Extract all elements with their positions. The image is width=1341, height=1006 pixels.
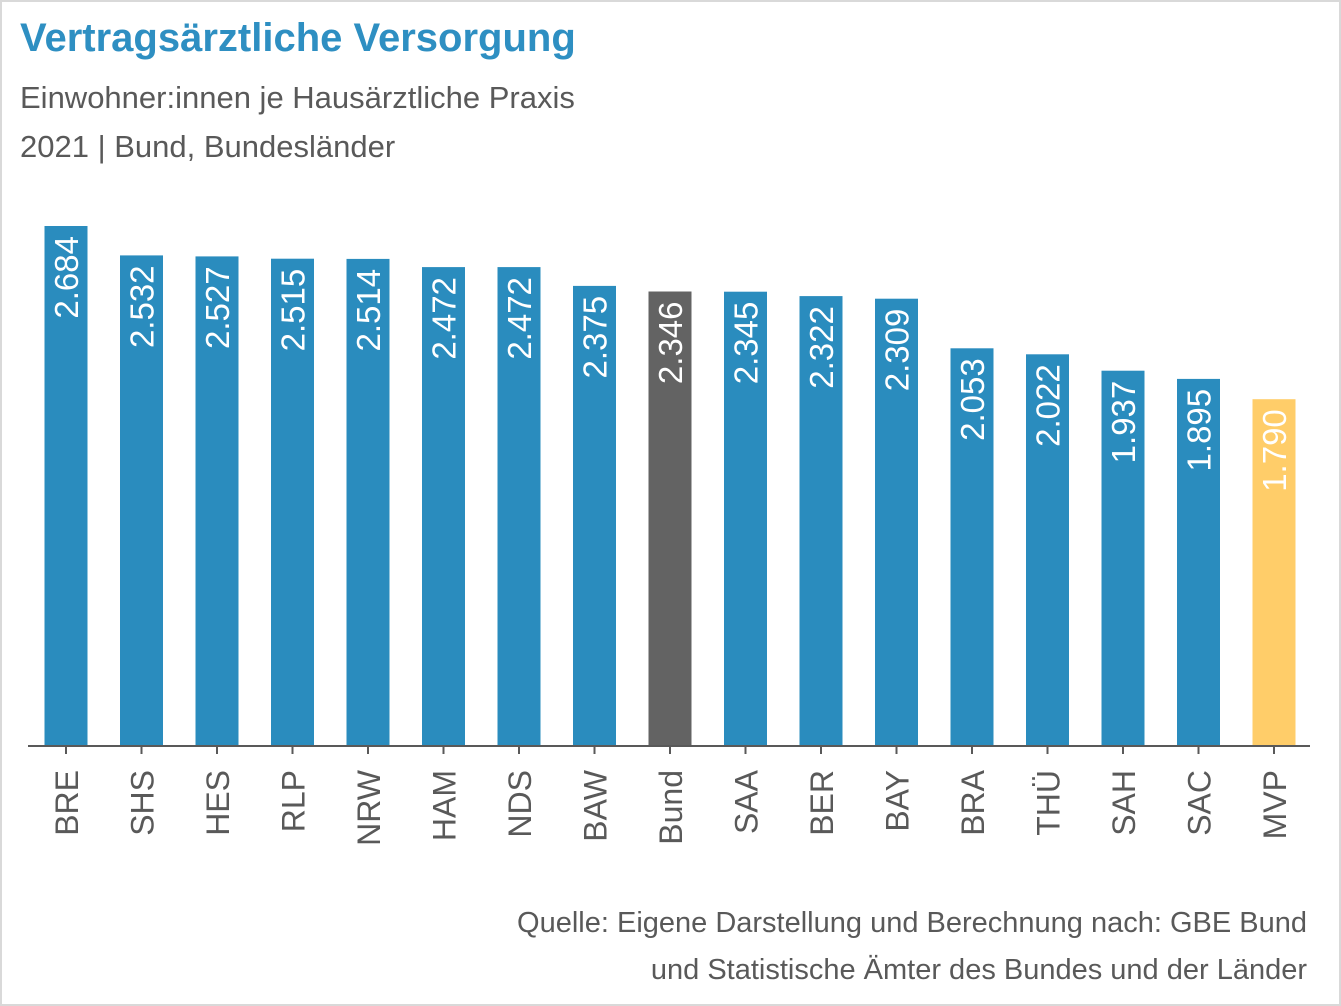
chart-title: Vertragsärztliche Versorgung [20,16,576,60]
bar-value-label: 1.895 [1181,389,1218,472]
bar-bay [875,298,918,746]
bar-value-label: 1.790 [1256,409,1293,492]
chart-subtitle-period: 2021 | Bund, Bundesländer [20,129,396,164]
x-tick-label: THÜ [1031,770,1067,836]
bar-sac [1177,378,1220,746]
bar-ham [422,267,465,746]
bar-value-label: 2.515 [275,269,312,352]
x-tick-label: BAW [578,769,614,842]
x-tick-label: HAM [427,770,463,841]
bar-baw [573,285,616,746]
bar-value-label: 2.322 [803,306,840,389]
bar-saa [724,291,767,746]
bar-value-label: 2.022 [1030,364,1067,447]
bar-value-label: 2.514 [350,269,387,352]
bar-nrw [346,258,390,746]
bar-value-label: 2.309 [879,309,916,392]
source-note: Quelle: Eigene Darstellung und Berechnun… [517,900,1307,994]
x-tick-label: BRE [49,770,85,836]
bar-value-label: 1.937 [1105,381,1142,464]
x-tick-label: SAA [729,769,765,834]
x-tick-label: SHS [125,770,161,836]
bar-value-label: 2.053 [954,358,991,441]
bar-rlp [271,258,314,746]
bar-value-label: 2.532 [124,265,161,348]
chart-subtitle: Einwohner:innen je Hausärztliche Praxis [20,80,575,115]
source-line: und Statistische Ämter des Bundes und de… [650,954,1307,986]
bar-shs [120,255,163,746]
x-tick-label: MVP [1257,770,1293,839]
source-line: Quelle: Eigene Darstellung und Berechnun… [517,907,1307,939]
bar-value-label: 2.472 [501,277,538,360]
bar-ber [799,296,843,746]
bar-value-label: 2.345 [728,302,765,385]
bar-bund [648,291,692,746]
bar-mvp [1252,399,1296,746]
x-tick-label: BER [804,770,840,836]
x-tick-label: SAH [1106,770,1142,836]
bar-hes [195,256,239,746]
bar-bra [950,348,994,746]
x-tick-label: NDS [502,770,538,838]
x-tick-label: BRA [955,769,991,835]
bar-thü [1026,354,1069,746]
x-tick-label: Bund [653,770,689,845]
x-tick-label: BAY [880,770,916,832]
bar-bre [44,226,88,746]
bar-value-label: 2.527 [199,266,236,349]
bar-nds [497,267,541,746]
bar-value-label: 2.472 [426,277,463,360]
x-tick-label: SAC [1182,770,1218,836]
x-tick-label: RLP [276,770,312,832]
bar-value-label: 2.684 [48,236,85,319]
x-tick-label: HES [200,770,236,836]
bar-sah [1101,370,1145,746]
x-tick-label: NRW [351,769,387,846]
bar-value-label: 2.375 [577,296,614,379]
bar-value-label: 2.346 [652,301,689,384]
